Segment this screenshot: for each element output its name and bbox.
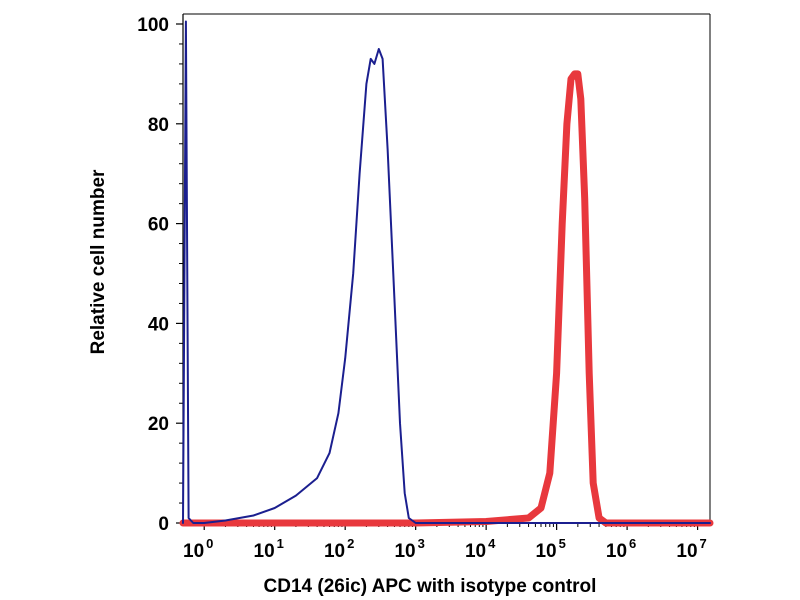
y-tick-label: 40 (148, 314, 169, 335)
x-tick-label: 10 7 (676, 536, 706, 562)
y-tick-label: 100 (137, 15, 169, 36)
series-line-1 (179, 70, 714, 527)
series-line-2 (182, 20, 711, 524)
plot-frame (182, 13, 711, 524)
x-tick-label: 10 3 (394, 536, 424, 562)
x-tick-label: 10 5 (535, 536, 565, 562)
y-axis-label: Relative cell number (88, 169, 109, 354)
y-axis: 0 20 40 60 80 100 (137, 15, 183, 535)
y-tick-label: 20 (148, 414, 169, 435)
x-tick-label: 10 6 (606, 536, 636, 562)
x-tick-label: 10 0 (183, 536, 213, 562)
x-axis-label: CD14 (26ic) APC with isotype control (264, 576, 597, 597)
y-tick-label: 0 (158, 514, 169, 535)
x-tick-label: 10 4 (465, 536, 496, 562)
y-tick-label: 60 (148, 215, 169, 236)
y-tick-label: 80 (148, 115, 169, 136)
x-axis: 10 0 10 1 10 2 10 3 10 4 10 5 10 6 10 7 (183, 523, 707, 562)
series-layer (179, 20, 714, 527)
x-tick-label: 10 1 (254, 536, 284, 562)
x-tick-label: 10 2 (324, 536, 354, 562)
